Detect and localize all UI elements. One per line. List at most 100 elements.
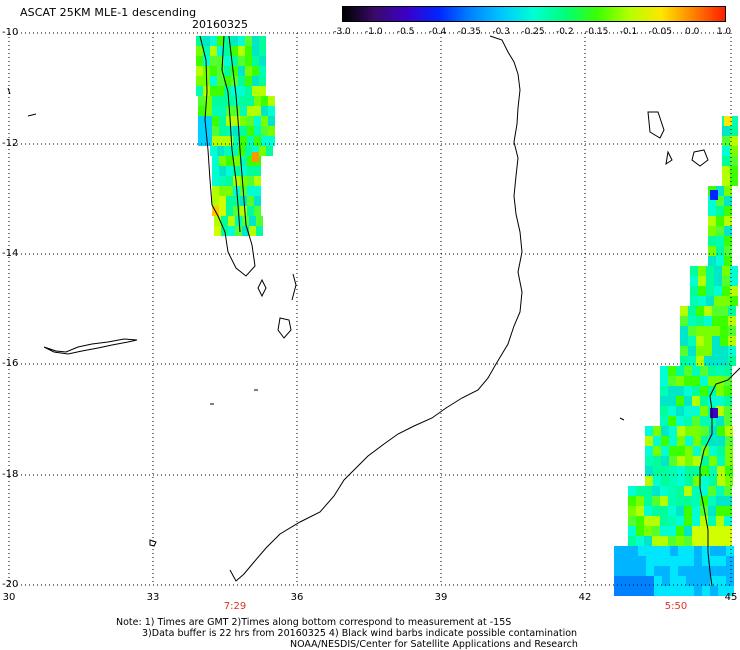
swath-cell bbox=[700, 486, 708, 496]
swath-cell bbox=[686, 576, 694, 586]
swath-cell bbox=[704, 336, 712, 346]
swath-cell bbox=[692, 506, 700, 516]
swath-cell bbox=[233, 196, 240, 206]
swath-cell bbox=[628, 506, 636, 516]
swath-cell bbox=[261, 136, 268, 146]
swath-cell bbox=[706, 266, 714, 276]
swath-cell bbox=[636, 536, 644, 546]
swath-cell bbox=[622, 576, 630, 586]
swath-cell bbox=[226, 156, 233, 166]
swath-cell bbox=[214, 226, 221, 236]
swath-cell bbox=[217, 46, 224, 56]
swath-cell bbox=[219, 176, 226, 186]
swath-cell bbox=[654, 546, 662, 556]
swath-cell bbox=[259, 36, 266, 46]
swath-cell bbox=[724, 186, 732, 196]
colorbar-gradient bbox=[342, 6, 726, 22]
swath-cell bbox=[685, 466, 693, 476]
swath-cell bbox=[245, 146, 252, 156]
swath-cell bbox=[210, 86, 217, 96]
swath-cell bbox=[678, 566, 686, 576]
swath-cell bbox=[680, 326, 688, 336]
swath-cell bbox=[660, 406, 668, 416]
swath-cell bbox=[224, 66, 231, 76]
swath-cell bbox=[198, 96, 205, 106]
swath-cell bbox=[700, 496, 708, 506]
swath-cell bbox=[252, 36, 259, 46]
swath-cell bbox=[710, 566, 718, 576]
swath-cell bbox=[646, 576, 654, 586]
swath-cell bbox=[718, 576, 726, 586]
swath-cell bbox=[654, 556, 662, 566]
lon-tick: 30 bbox=[2, 592, 16, 603]
swath-cell bbox=[677, 446, 685, 456]
swath-cell bbox=[252, 86, 259, 96]
swath-cell bbox=[240, 96, 247, 106]
swath-cell bbox=[676, 396, 684, 406]
swath-cell bbox=[638, 556, 646, 566]
swath-cell bbox=[694, 576, 702, 586]
swath-cell bbox=[716, 206, 724, 216]
swath-cell bbox=[652, 486, 660, 496]
swath-cell bbox=[644, 506, 652, 516]
swath-cell bbox=[628, 516, 636, 526]
swath-cell bbox=[668, 386, 676, 396]
colorbar-label: -0.1 bbox=[619, 27, 638, 37]
swath-cell bbox=[724, 536, 732, 546]
swath-cell bbox=[708, 536, 716, 546]
swath-cell bbox=[226, 136, 233, 146]
swath-cell bbox=[684, 526, 692, 536]
swath-cell bbox=[694, 586, 702, 596]
swath-cell bbox=[708, 196, 716, 206]
swath-cell bbox=[205, 136, 212, 146]
swath-cell bbox=[693, 466, 701, 476]
swath-cell bbox=[724, 496, 732, 506]
swath-cell bbox=[716, 536, 724, 546]
swath-cell bbox=[680, 336, 688, 346]
swath-cell bbox=[676, 386, 684, 396]
swath-cell bbox=[628, 496, 636, 506]
swath-cell bbox=[217, 36, 224, 46]
swath-cell bbox=[238, 66, 245, 76]
swath-cell bbox=[716, 186, 724, 196]
swath-cell bbox=[670, 586, 678, 596]
swath-cell bbox=[678, 556, 686, 566]
swath-cell bbox=[724, 386, 732, 396]
swath-cell bbox=[231, 46, 238, 56]
swath-cell bbox=[668, 486, 676, 496]
swath-cell bbox=[677, 426, 685, 436]
swath-cell bbox=[692, 406, 700, 416]
swath-cell bbox=[717, 456, 725, 466]
swath-cell bbox=[653, 466, 661, 476]
swath-cell bbox=[716, 246, 724, 256]
swath-cell bbox=[661, 476, 669, 486]
swath-cell bbox=[196, 56, 203, 66]
swath-cell bbox=[724, 516, 732, 526]
swath-cell bbox=[630, 566, 638, 576]
swath-cell bbox=[226, 206, 233, 216]
swath-cell bbox=[718, 556, 726, 566]
swath-cell bbox=[730, 276, 738, 286]
swath-cell bbox=[728, 356, 736, 366]
swath-cell bbox=[700, 406, 708, 416]
lat-tick: -16 bbox=[2, 358, 19, 369]
swath-cell bbox=[716, 496, 724, 506]
swath-cell bbox=[718, 566, 726, 576]
swath-cell bbox=[702, 566, 710, 576]
swath-cell bbox=[198, 106, 205, 116]
swath-cell bbox=[693, 476, 701, 486]
swath-cell bbox=[724, 216, 732, 226]
swath-cell bbox=[268, 136, 275, 146]
swath-cell bbox=[210, 66, 217, 76]
swath-cell bbox=[247, 96, 254, 106]
swath-cell bbox=[645, 456, 653, 466]
swath-cell bbox=[717, 436, 725, 446]
swath-cell bbox=[614, 566, 622, 576]
swath-cell bbox=[235, 226, 242, 236]
swath-cell bbox=[722, 126, 730, 136]
swath-cell bbox=[644, 516, 652, 526]
colorbar-label: 1.0 bbox=[716, 27, 732, 37]
swath-cell bbox=[700, 416, 708, 426]
lake-kariba bbox=[43, 338, 138, 355]
swath-cell bbox=[224, 56, 231, 66]
